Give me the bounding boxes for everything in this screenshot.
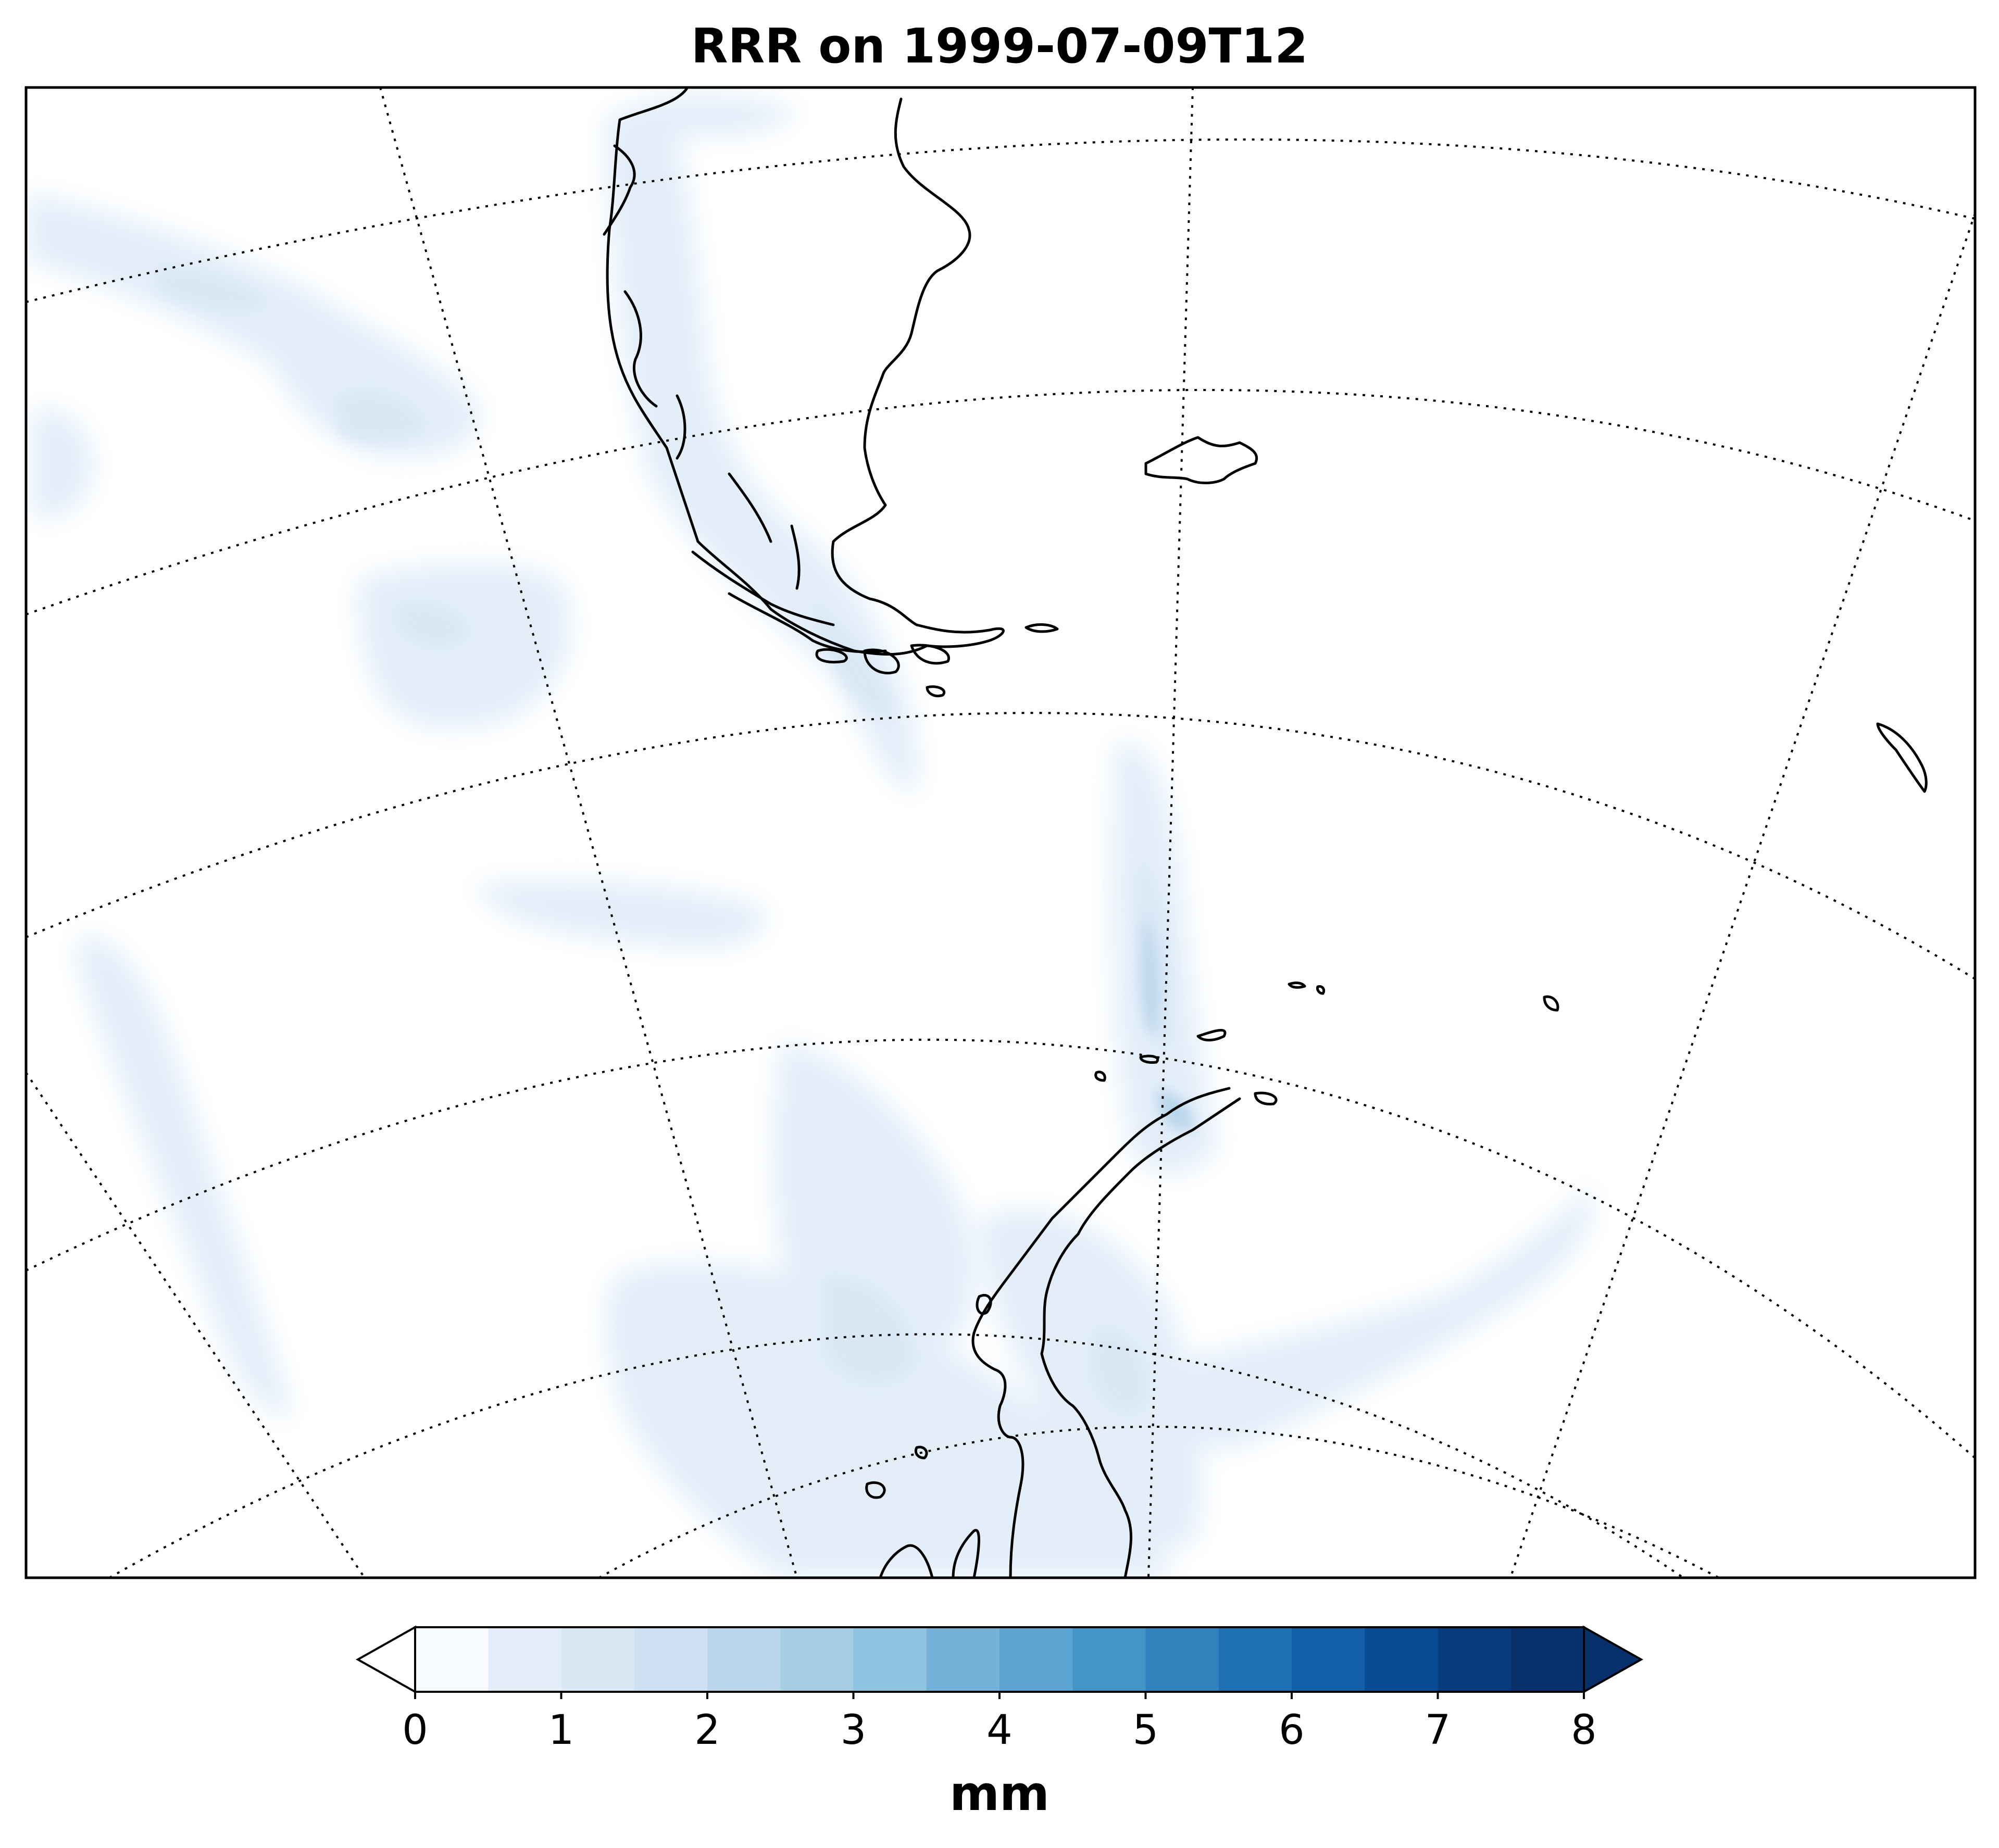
precip-region [31,409,94,519]
colorbar-cell [780,1627,854,1692]
colorbar-tick-label: 3 [841,1707,867,1754]
south-georgia [1876,722,1928,793]
colorbar-cell [634,1627,708,1692]
precip-region [77,936,292,1417]
precip-region [333,389,427,444]
precip-region [604,95,918,792]
precip-region [156,266,271,313]
colorbar-cell [1218,1627,1292,1692]
colorbar-cell [1438,1627,1511,1692]
colorbar-cell [853,1627,927,1692]
colorbar-tick-label: 1 [548,1707,574,1754]
south-america-west-coast [606,87,929,656]
antarctic-peninsula-coast [971,1087,1231,1578]
colorbar-cell [561,1627,635,1692]
colorbar-cells [355,1625,1644,1694]
precip-region [396,601,469,648]
precip-region [1142,916,1158,1034]
precip-region [1156,1187,1593,1450]
colorbar-under-extension [355,1625,416,1694]
falkland-islands [1144,436,1258,484]
colorbar-tick-label: 8 [1571,1707,1597,1754]
colorbar-cell [1365,1627,1438,1692]
colorbar-over-extension [1583,1625,1644,1694]
colorbar-cell [1072,1627,1146,1692]
colorbar-cell [1292,1627,1365,1692]
colorbar-tick-label: 2 [694,1707,720,1754]
colorbar-ticks: 0 1 2 3 4 5 6 7 8 [402,1692,1597,1754]
precipitation-field [26,95,1593,1578]
map-title: RRR on 1999-07-09T12 [691,18,1308,74]
colorbar-tick-label: 6 [1279,1707,1305,1754]
colorbar-cell [707,1627,781,1692]
map-panel [24,86,1977,1579]
map-frame [24,86,1977,1579]
precip-region [813,599,896,717]
precip-region [474,880,766,949]
coastlines [603,87,1928,1578]
colorbar-cell [1510,1627,1584,1692]
colorbar-cell [488,1627,561,1692]
colorbar-cell [926,1627,1000,1692]
south-america-coast [831,97,1005,648]
colorbar-tick-label: 5 [1133,1707,1159,1754]
colorbar-unit-label: mm [949,1766,1050,1821]
colorbar-tick-label: 4 [986,1707,1013,1754]
precip-region [1089,1327,1149,1414]
precip-region [823,1275,917,1385]
precip-region [605,1262,1177,1578]
colorbar-cell [1145,1627,1219,1692]
colorbar-tick-label: 0 [402,1707,428,1754]
graticule [26,87,1975,1578]
colorbar-tick-label: 7 [1425,1707,1451,1754]
colorbar-cell [1000,1627,1073,1692]
colorbar: 0 1 2 3 4 5 6 7 8 mm [355,1625,1644,1821]
colorbar-cell [415,1627,489,1692]
precip-region [979,1209,1202,1551]
